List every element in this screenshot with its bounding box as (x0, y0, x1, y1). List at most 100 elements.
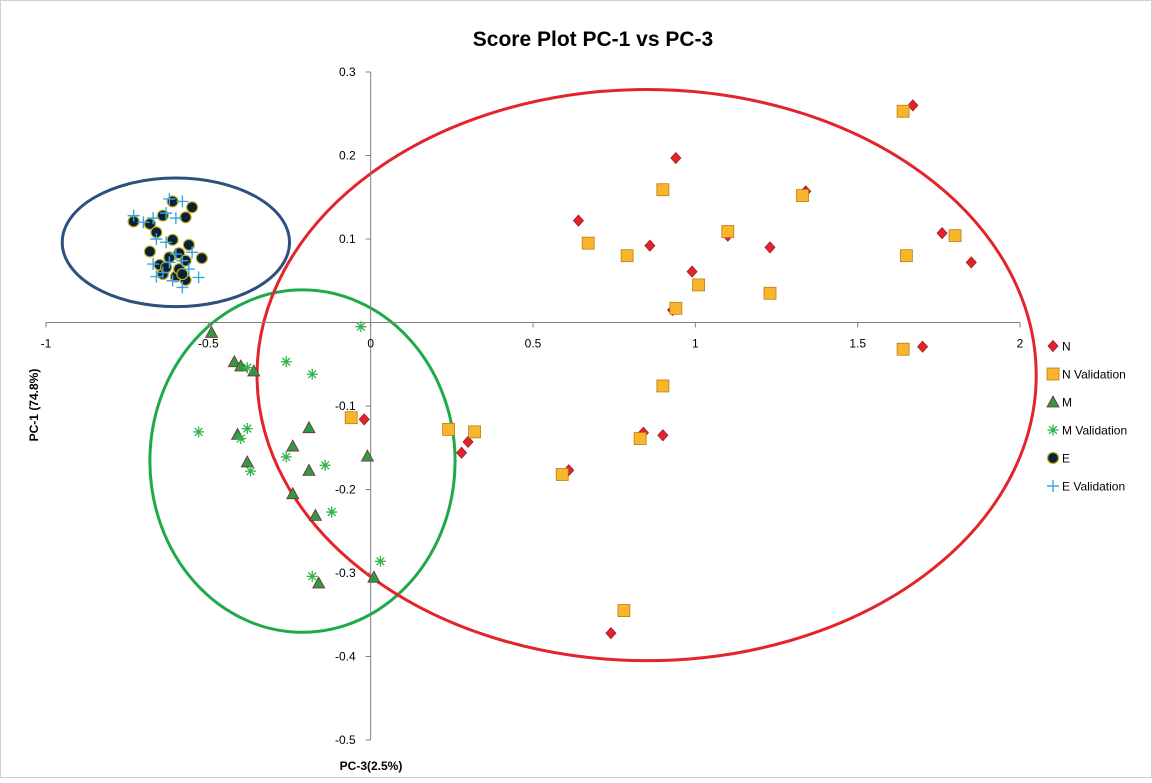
point-m-validation (355, 321, 367, 333)
point-n (965, 256, 977, 269)
legend-item-e: E (1046, 451, 1070, 466)
y-tick-label: -0.1 (335, 399, 356, 413)
point-n-validation (896, 342, 910, 356)
point-n (456, 446, 468, 459)
point-e-validation (192, 271, 205, 284)
point-m-validation (319, 459, 331, 471)
point-e-validation (150, 233, 163, 245)
y-tick-label: 0.3 (339, 65, 356, 79)
point-e-validation (169, 212, 182, 225)
axes: -1 -0.5 0 0.5 1 1.5 2 -0.5 -0.4 -0.3 -0.2 -0.1 0.1 0.… (41, 65, 1024, 747)
legend-item-m: M (1046, 395, 1072, 410)
point-e-validation (176, 195, 189, 208)
cluster-ellipse-m-cluster (148, 288, 457, 634)
point-m (367, 570, 381, 583)
legend-marker-e (1046, 451, 1060, 465)
point-e-validation (176, 254, 189, 267)
point-n (462, 435, 474, 448)
point-n (572, 214, 584, 227)
point-e-validation (176, 281, 189, 294)
x-axis-label: PC-3(2.5%) (340, 759, 403, 773)
legend-label-n-validation: N Validation (1062, 368, 1126, 382)
point-n (907, 99, 919, 112)
series-e-validation (127, 192, 205, 294)
point-m-validation (193, 426, 205, 438)
point-n-validation (442, 422, 455, 436)
point-e (166, 233, 179, 246)
x-tick-label: 1 (692, 337, 699, 351)
point-n (644, 239, 656, 252)
point-e (179, 211, 192, 224)
cluster-ellipses (60, 88, 1038, 663)
point-m-validation (241, 423, 253, 435)
y-tick-label: -0.2 (335, 483, 356, 497)
point-n (605, 627, 617, 640)
legend-marker-m (1046, 395, 1060, 408)
point-e-validation (160, 207, 173, 220)
point-e-validation (156, 266, 169, 279)
point-m-validation (306, 570, 318, 582)
legend-item-n-validation: N Validation (1046, 368, 1126, 382)
legend-item-m-validation: M Validation (1047, 424, 1127, 438)
point-m-validation (241, 362, 253, 374)
point-n (764, 241, 776, 254)
cluster-ellipse-e-cluster (60, 176, 291, 309)
point-e-validation (169, 248, 182, 261)
point-m (308, 508, 323, 521)
point-e-validation (163, 256, 176, 269)
point-n-validation (763, 286, 777, 300)
y-tick-label: -0.5 (335, 733, 356, 747)
y-tick-label: -0.3 (335, 566, 356, 580)
x-tick-label: -0.5 (198, 337, 219, 351)
point-n-validation (656, 379, 670, 393)
legend-label-m-validation: M Validation (1062, 424, 1127, 438)
point-n-validation (620, 249, 634, 263)
point-n-validation (633, 432, 647, 445)
point-e-validation (127, 209, 140, 222)
point-n-validation (555, 468, 569, 481)
point-m (302, 463, 316, 476)
point-n (657, 429, 669, 442)
legend-marker-e-validation (1047, 480, 1059, 492)
point-m-validation (245, 465, 257, 477)
point-m (312, 576, 326, 589)
point-m-validation (326, 506, 338, 518)
y-tick-label: 0.2 (339, 149, 356, 163)
point-m-validation (235, 433, 247, 445)
point-m-validation (306, 368, 318, 380)
point-e (195, 252, 208, 265)
point-n-validation (896, 104, 910, 118)
point-m (286, 486, 300, 500)
x-tick-label: 1.5 (849, 337, 866, 351)
point-n (917, 340, 929, 353)
legend-label-m: M (1062, 396, 1072, 410)
legend-label-e-validation: E Validation (1062, 480, 1125, 494)
point-m-validation (280, 451, 292, 463)
point-n-validation (948, 229, 962, 243)
point-m (240, 455, 254, 468)
point-m-validation (374, 555, 386, 567)
point-e-validation (182, 263, 195, 276)
point-e-validation (137, 216, 150, 229)
point-e-validation (147, 212, 160, 225)
x-tick-label: 0 (367, 337, 374, 351)
point-m (360, 449, 375, 462)
y-tick-label: -0.4 (335, 650, 356, 664)
chart-title: Score Plot PC-1 vs PC-3 (473, 28, 713, 51)
point-n (936, 227, 948, 240)
point-e-validation (147, 258, 160, 271)
point-n (358, 413, 370, 426)
point-e-validation (186, 246, 199, 259)
point-e-validation (163, 192, 176, 205)
x-tick-label: 0.5 (525, 337, 542, 351)
x-tick-label: -1 (41, 337, 52, 351)
point-n-validation (617, 604, 631, 617)
x-tick-label: 2 (1017, 337, 1024, 351)
legend-item-n: N (1047, 340, 1071, 354)
data-points (127, 99, 977, 640)
point-n (686, 265, 698, 278)
point-n (670, 151, 682, 165)
point-e-validation (150, 270, 163, 283)
